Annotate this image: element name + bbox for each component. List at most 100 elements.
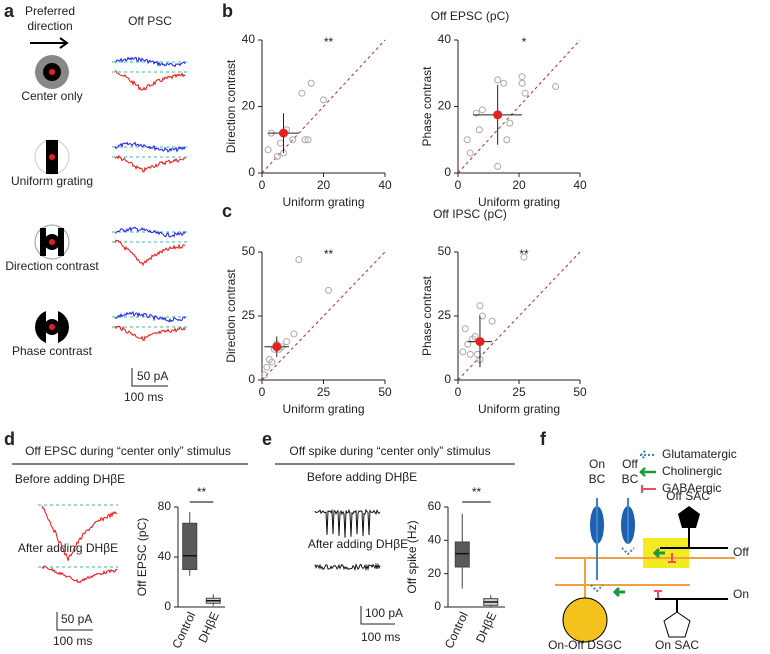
x-tick-label: 25 [512,385,526,399]
circuit-diagram [555,450,735,643]
y-axis-label: Off spike (Hz) [405,520,419,593]
condition-label: After adding DHβE [308,537,408,551]
panel-label: f [540,429,547,449]
x-tick-label: 0 [259,385,266,399]
y-tick-label: 20 [428,566,442,580]
stimulus-label: Center only [21,89,82,103]
point [289,136,297,144]
condition-label: After adding DHβE [18,541,118,555]
cell-label: Off SAC [666,489,710,503]
point [471,332,479,340]
significance: ** [324,35,334,49]
point [273,152,281,160]
y-axis-label: Phase contrast [420,66,434,147]
point [307,79,315,87]
point [463,136,471,144]
cell-label: BC [589,472,606,486]
y-tick-label: 0 [444,372,451,386]
x-tick-label: 25 [317,385,331,399]
x-tick-label: DHβE [196,610,222,645]
point [298,89,306,97]
stimulus-icon [34,55,70,344]
legend-label: Glutamatergic [662,447,737,461]
x-tick-label: 20 [512,178,526,192]
significance: ** [324,247,334,261]
cell-label: On-Off DSGC [548,638,622,652]
panel-title: Off EPSC during “center only” stimulus [25,444,231,458]
panel-title: Off spike during “center only” stimulus [289,444,490,458]
point [324,286,332,294]
y-tick-label: 50 [242,244,256,258]
cell-label: On SAC [655,638,699,652]
panel-label: a [4,1,15,21]
point [521,89,529,97]
point [518,79,526,87]
trace [314,508,381,538]
y-tick-label: 0 [434,599,441,613]
point [304,136,312,144]
y-tick-label: 25 [438,308,452,322]
x-tick-label: 50 [378,385,392,399]
y-tick-label: 40 [438,32,452,46]
identity-line [261,39,386,174]
scale-label: 100 ms [53,634,92,648]
condition-label: Before adding DHβE [15,472,125,486]
point [476,302,484,310]
point [320,96,327,104]
x-tick-label: 0 [455,178,462,192]
stimulus-label: Uniform grating [11,174,93,188]
y-tick-label: 60 [428,499,442,513]
condition-label: Before adding DHβE [307,470,417,484]
y-tick-label: 20 [242,99,256,113]
point [494,76,502,84]
mean-point [493,110,503,120]
x-axis-label: Uniform grating [478,195,560,209]
point [466,149,474,157]
x-axis-label: Uniform grating [282,195,364,209]
scale-label: 100 ms [361,630,400,644]
scale-label: 100 ms [124,390,163,404]
point [260,371,268,379]
point [264,146,272,154]
x-tick-label: 0 [259,178,266,192]
y-tick-label: 40 [158,549,172,563]
point [552,83,560,91]
trace [114,325,186,342]
point [475,126,483,134]
identity-line [457,39,581,174]
y-tick-label: 40 [428,533,442,547]
panel-title: Off IPSC (pC) [433,207,507,221]
box [454,541,470,568]
stimulus-label: Direction contrast [5,259,99,273]
x-tick-label: 20 [317,178,331,192]
panel-label: e [262,429,272,449]
point [503,136,511,144]
significance: ** [472,485,482,499]
layer-label: On [733,587,749,601]
panel-label: b [222,1,233,21]
point [500,79,508,87]
trace [114,239,186,267]
x-tick-label: Control [442,610,471,651]
panel-label: c [222,201,232,221]
trace [115,56,186,68]
y-axis-label: Direction contrast [224,59,238,153]
cell-label: BC [622,472,639,486]
point [283,338,291,346]
identity-line [457,251,581,381]
trace [114,311,186,323]
trace [114,141,186,153]
point [488,317,496,325]
point [518,73,526,81]
point [520,253,528,261]
y-tick-label: 0 [164,599,171,613]
significance: ** [197,485,207,499]
trace [41,505,118,561]
x-tick-label: DHβE [473,610,499,645]
scale-label: 50 pA [137,369,168,383]
caption: Preferred [25,4,75,18]
trace [114,155,186,173]
point [263,363,271,371]
panel-title: Off EPSC (pC) [431,9,509,23]
x-axis-label: Uniform grating [478,402,560,416]
